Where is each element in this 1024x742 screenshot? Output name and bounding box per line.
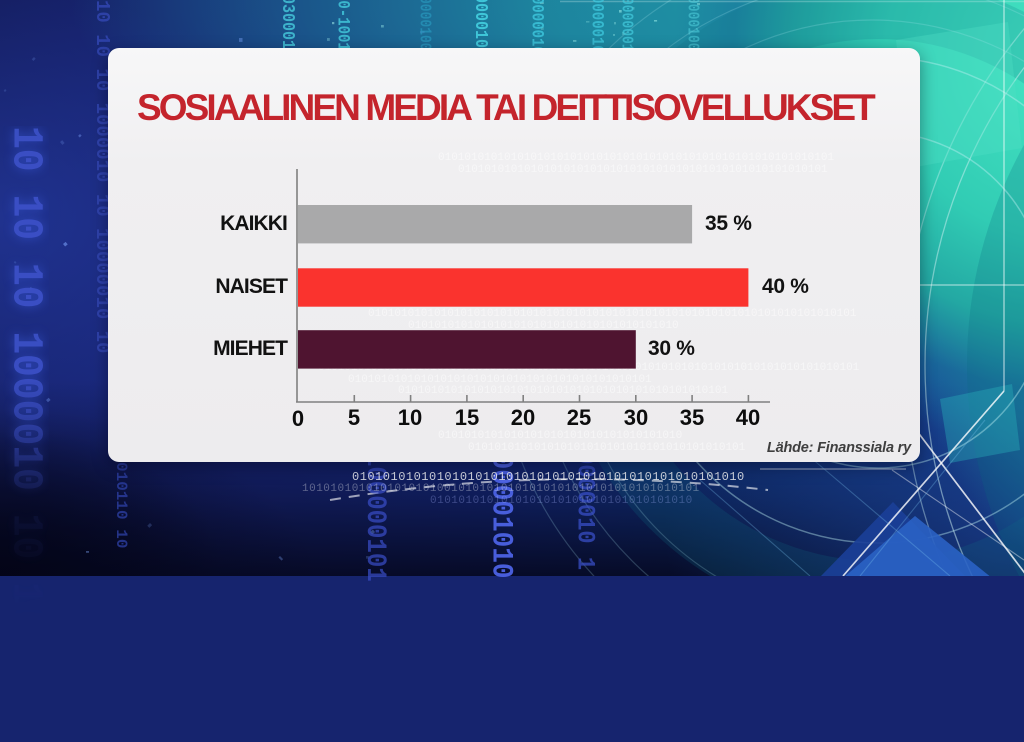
svg-text:010101010101010101010101010101: 0101010101010101010101010101010101010 <box>438 430 682 442</box>
svg-text:010101010101010101010101010101: 0101010101010101010101010101010101010101… <box>438 152 834 164</box>
svg-text:010101010101010101010101010101: 0101010101010101010101010101010101010101… <box>368 308 857 320</box>
svg-text:010101010101010101010101010101: 0101010101010101010101010101010101010101… <box>458 164 828 176</box>
svg-text:010101010101010101010101010101: 0101010101010101010101010101010101010101… <box>468 442 746 454</box>
svg-text:010101010101010101010101010101: 0101010101010101010101010101010101010101… <box>408 320 679 332</box>
svg-text:010101010101010101010101010101: 0101010101010101010101010101010101010101… <box>348 374 652 386</box>
svg-text:010101010101010101010101010101: 0101010101010101010101010101010101010101… <box>398 385 728 397</box>
